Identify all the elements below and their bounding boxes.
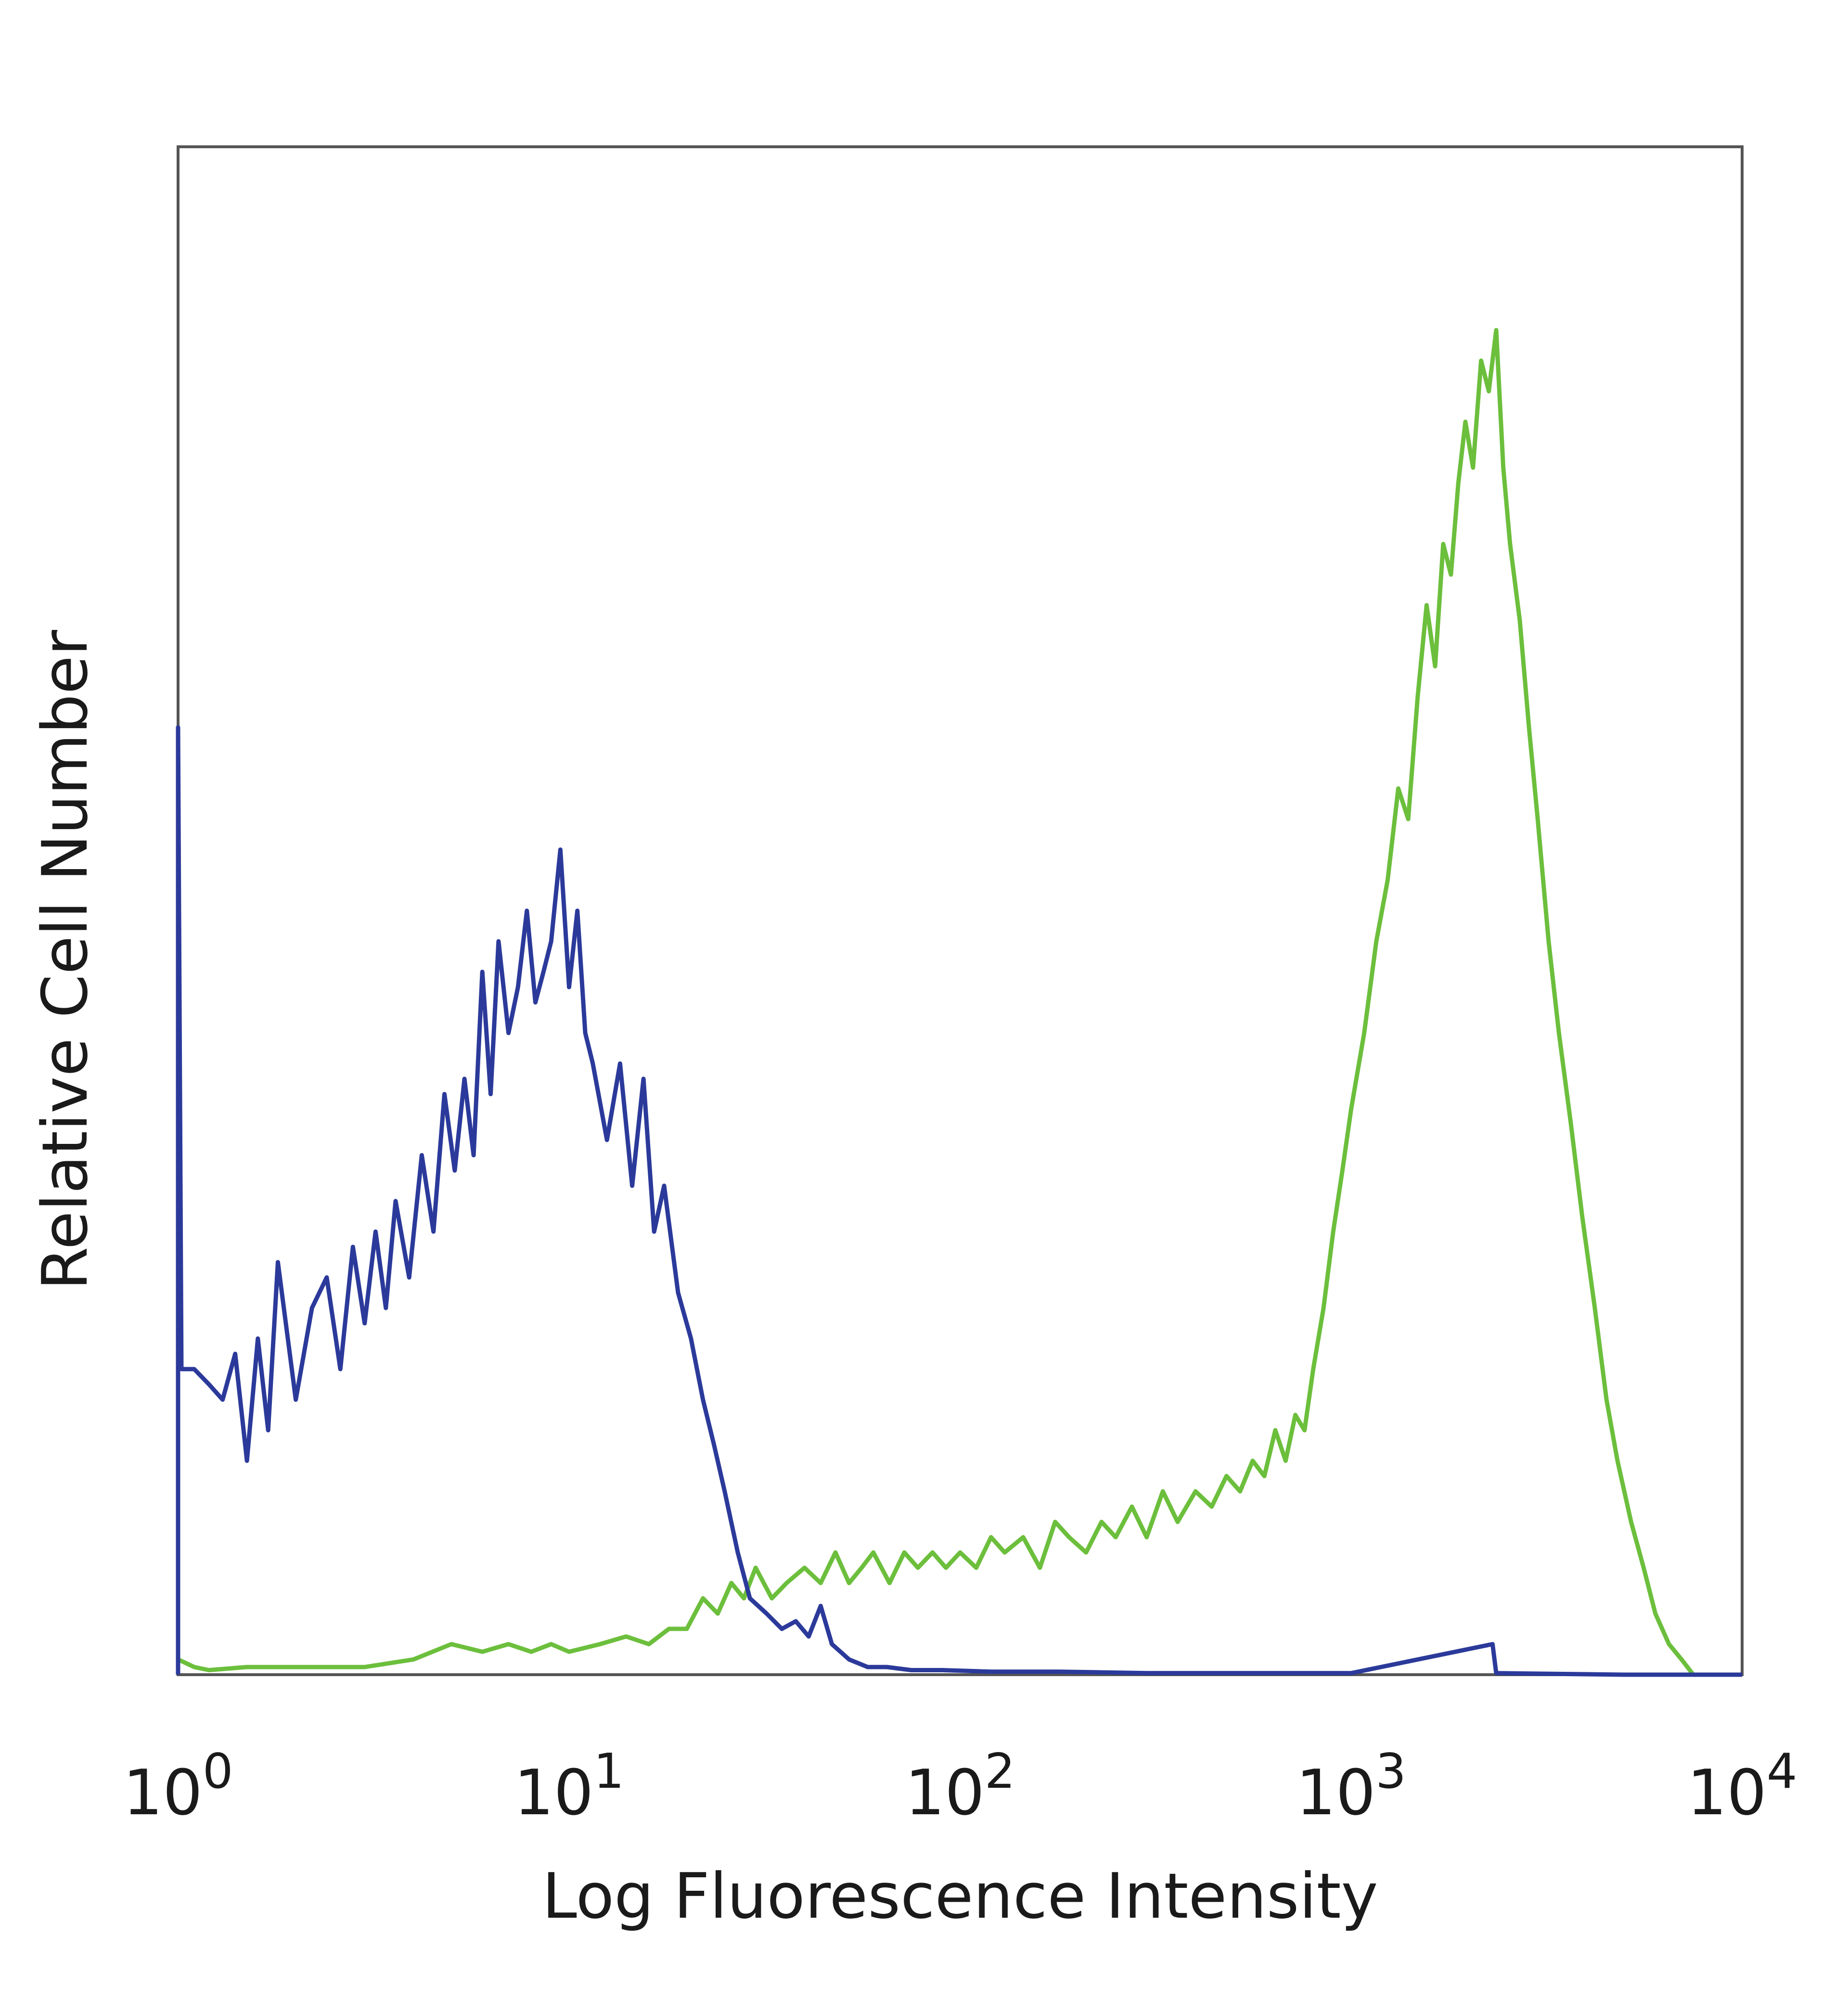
tick-base: 10 bbox=[1687, 1756, 1766, 1829]
x-tick-labels: 100 101 102 103 104 bbox=[123, 1743, 1797, 1829]
tick-base: 10 bbox=[514, 1756, 593, 1829]
x-tick-label: 104 bbox=[1687, 1743, 1797, 1829]
tick-base: 10 bbox=[1296, 1756, 1375, 1829]
x-tick-label: 102 bbox=[905, 1743, 1015, 1829]
tick-exponent: 4 bbox=[1767, 1743, 1797, 1799]
x-tick-label: 101 bbox=[514, 1743, 624, 1829]
tick-exponent: 0 bbox=[203, 1743, 233, 1799]
tick-base: 10 bbox=[905, 1756, 984, 1829]
x-axis-label: Log Fluorescence Intensity bbox=[542, 1859, 1378, 1933]
histogram-series-0 bbox=[176, 725, 1742, 1677]
tick-base: 10 bbox=[123, 1756, 202, 1829]
histogram-series-1 bbox=[177, 328, 1695, 1676]
plot-frame bbox=[177, 145, 1744, 1676]
y-axis-label: Relative Cell Number bbox=[28, 629, 102, 1290]
x-tick-label: 100 bbox=[123, 1743, 233, 1829]
tick-exponent: 3 bbox=[1375, 1743, 1406, 1799]
tick-exponent: 2 bbox=[985, 1743, 1015, 1799]
x-tick-label: 103 bbox=[1296, 1743, 1406, 1829]
series-layer bbox=[176, 328, 1742, 1677]
tick-exponent: 1 bbox=[593, 1743, 624, 1799]
